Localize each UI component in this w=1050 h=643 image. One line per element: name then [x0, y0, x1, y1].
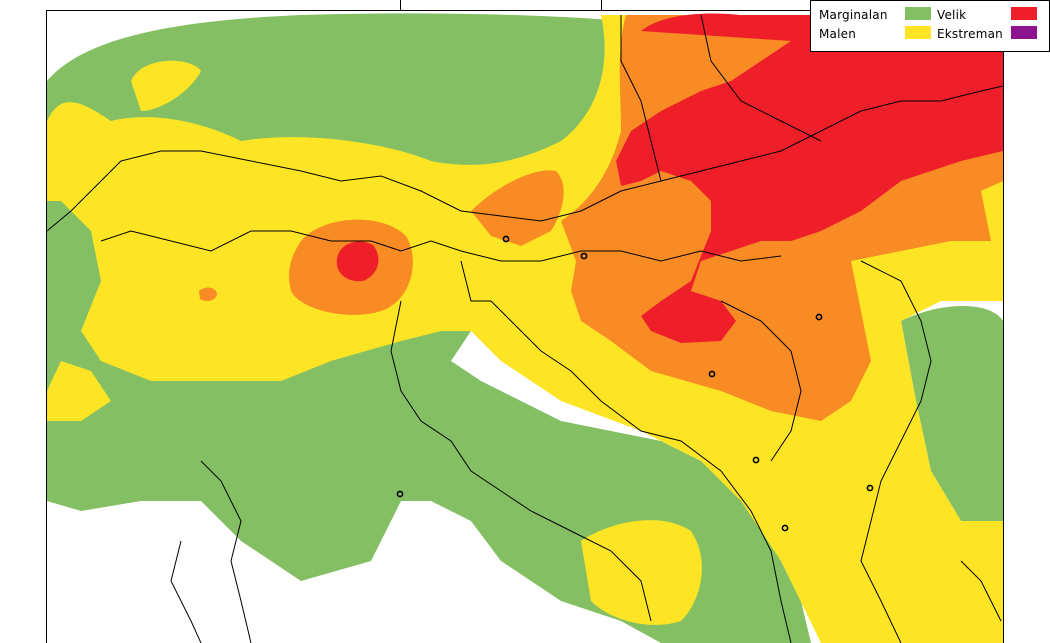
coastlines-borders: [47, 14, 1003, 643]
city-marker: [866, 484, 874, 492]
city-marker: [781, 524, 789, 532]
map-canvas: [47, 13, 1003, 643]
risk-zone-high: [336, 13, 1003, 343]
legend-swatch-low: [905, 26, 931, 39]
forecast-map[interactable]: [46, 10, 1004, 643]
city-marker: [708, 370, 716, 378]
city-marker: [502, 235, 510, 243]
legend-swatch-high: [1011, 7, 1037, 20]
legend-swatch-extreme: [1011, 26, 1037, 39]
legend: Marginalan Malen Velik Ekstreman: [810, 0, 1050, 52]
map-title-box: [400, 0, 602, 11]
city-marker: [752, 456, 760, 464]
legend-label: Marginalan: [819, 8, 888, 22]
legend-label: Malen: [819, 27, 857, 41]
legend-label: Velik: [937, 8, 967, 22]
city-marker: [396, 490, 404, 498]
legend-label: Ekstreman: [937, 27, 1003, 41]
legend-swatch-marginal: [905, 7, 931, 20]
city-markers: [396, 235, 874, 532]
city-marker: [815, 313, 823, 321]
city-marker: [580, 252, 588, 260]
